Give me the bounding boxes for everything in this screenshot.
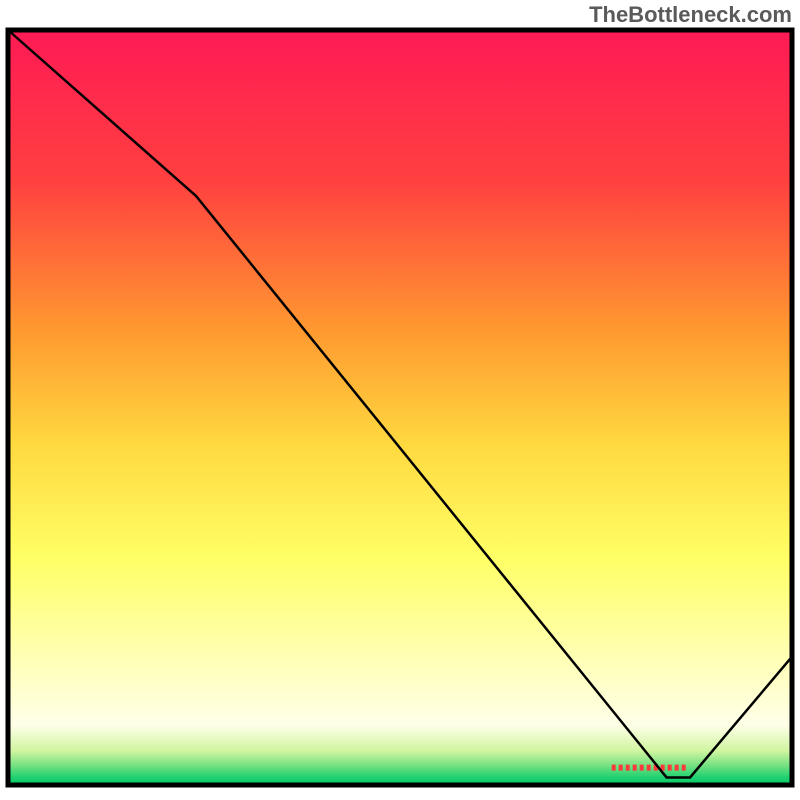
watermark-text: TheBottleneck.com [589, 2, 792, 28]
chart-svg [0, 0, 800, 800]
chart-container: TheBottleneck.com [0, 0, 800, 800]
chart-background [8, 30, 792, 785]
